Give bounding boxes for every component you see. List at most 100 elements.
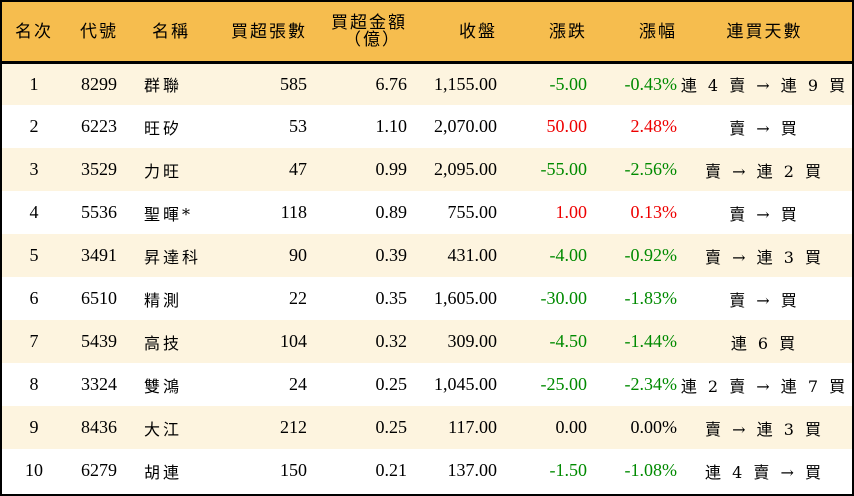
close-cell: 1,605.00 <box>434 288 497 308</box>
header-consecutive-buy-days: 連買天數 <box>677 2 852 64</box>
header-net-buy-lots: 買超張數 <box>210 2 307 64</box>
net-buy-amount-cell: 0.32 <box>375 331 408 351</box>
change-pct-cell: -1.08% <box>624 460 678 480</box>
change-cell: -4.00 <box>549 245 588 265</box>
header-net-buy-amount-line2: （億） <box>344 30 401 50</box>
name-cell: 精測 <box>144 290 183 310</box>
consecutive-buy-days-cell: 賣 → 買 <box>729 118 800 138</box>
net-buy-amount-cell: 0.89 <box>375 202 408 222</box>
rank-cell: 7 <box>29 331 39 351</box>
name-cell: 胡連 <box>144 462 183 482</box>
change-cell: 50.00 <box>546 116 588 136</box>
rank-cell: 4 <box>29 202 39 222</box>
header-net-buy-amount-line1: 買超金額 <box>331 13 407 33</box>
change-cell: -25.00 <box>540 374 588 394</box>
net-buy-amount-cell: 0.21 <box>375 460 408 480</box>
change-cell: -1.50 <box>549 460 588 480</box>
code-cell: 3491 <box>81 245 117 265</box>
table-body: 1 8299 群聯 585 6.76 1,155.00 -5.00 -0.43%… <box>2 62 852 492</box>
consecutive-buy-days-cell: 連 2 賣 → 連 7 買 <box>680 376 849 396</box>
change-pct-cell: -2.56% <box>624 159 678 179</box>
code-cell: 6510 <box>81 288 117 308</box>
code-cell: 5439 <box>81 331 117 351</box>
name-cell: 大江 <box>144 419 183 439</box>
rank-cell: 1 <box>29 73 39 94</box>
name-cell: 高技 <box>144 333 183 353</box>
name-cell: 雙鴻 <box>144 376 183 396</box>
table-row: 2 6223 旺矽 53 1.10 2,070.00 50.00 2.48% 賣… <box>2 105 852 148</box>
consecutive-buy-days-cell: 連 6 買 <box>730 333 799 353</box>
net-buy-amount-cell: 6.76 <box>375 73 408 94</box>
change-cell: -4.50 <box>549 331 588 351</box>
name-cell: 力旺 <box>144 161 183 181</box>
rank-cell: 3 <box>29 159 39 179</box>
rank-cell: 5 <box>29 245 39 265</box>
change-pct-cell: 0.13% <box>630 202 678 222</box>
table-row: 7 5439 高技 104 0.32 309.00 -4.50 -1.44% 連… <box>2 320 852 363</box>
name-cell: 昇達科 <box>144 247 202 267</box>
rank-cell: 10 <box>25 460 43 480</box>
change-cell: 0.00 <box>555 417 588 437</box>
net-buy-lots-cell: 118 <box>280 202 307 222</box>
close-cell: 2,095.00 <box>434 159 497 179</box>
table-row: 3 3529 力旺 47 0.99 2,095.00 -55.00 -2.56%… <box>2 148 852 191</box>
change-cell: 1.00 <box>555 202 588 222</box>
close-cell: 431.00 <box>447 245 498 265</box>
net-buy-amount-cell: 1.10 <box>375 116 408 136</box>
table-row: 9 8436 大江 212 0.25 117.00 0.00 0.00% 賣 →… <box>2 406 852 449</box>
close-cell: 1,155.00 <box>434 73 497 94</box>
close-cell: 117.00 <box>448 417 497 437</box>
consecutive-buy-days-cell: 賣 → 買 <box>729 290 800 310</box>
consecutive-buy-days-cell: 賣 → 連 2 買 <box>705 161 824 181</box>
change-pct-cell: 0.00% <box>630 417 678 437</box>
table-row: 1 8299 群聯 585 6.76 1,155.00 -5.00 -0.43%… <box>2 62 852 105</box>
change-cell: -30.00 <box>540 288 588 308</box>
code-cell: 5536 <box>81 202 117 222</box>
header-net-buy-amount: 買超金額 （億） <box>307 2 407 64</box>
name-cell: 聖暉* <box>144 204 194 224</box>
header-rank: 名次 <box>2 2 66 64</box>
rank-cell: 2 <box>29 116 39 136</box>
net-buy-lots-cell: 53 <box>289 116 307 136</box>
net-buy-lots-cell: 22 <box>289 288 307 308</box>
table-header-row: 名次 代號 名稱 買超張數 買超金額 （億） 收盤 漲跌 漲幅 連買天數 <box>2 2 852 64</box>
code-cell: 6279 <box>81 460 117 480</box>
net-buy-lots-cell: 47 <box>289 159 307 179</box>
change-pct-cell: 2.48% <box>630 116 678 136</box>
code-cell: 8299 <box>81 73 117 94</box>
consecutive-buy-days-cell: 連 4 賣 → 連 9 買 <box>680 76 849 96</box>
header-name: 名稱 <box>132 2 210 64</box>
change-pct-cell: -2.34% <box>624 374 678 394</box>
consecutive-buy-days-cell: 賣 → 連 3 買 <box>705 419 824 439</box>
net-buy-amount-cell: 0.25 <box>375 374 408 394</box>
change-pct-cell: -1.44% <box>624 331 678 351</box>
rank-cell: 9 <box>29 417 39 437</box>
net-buy-lots-cell: 90 <box>289 245 307 265</box>
net-buy-lots-cell: 212 <box>280 417 307 437</box>
net-buy-amount-cell: 0.35 <box>375 288 408 308</box>
change-pct-cell: -0.92% <box>624 245 678 265</box>
change-cell: -5.00 <box>549 73 588 94</box>
table-row: 10 6279 胡連 150 0.21 137.00 -1.50 -1.08% … <box>2 449 852 492</box>
net-buy-lots-cell: 24 <box>289 374 307 394</box>
rank-cell: 8 <box>29 374 39 394</box>
table-row: 5 3491 昇達科 90 0.39 431.00 -4.00 -0.92% 賣… <box>2 234 852 277</box>
net-buy-amount-cell: 0.39 <box>375 245 408 265</box>
change-pct-cell: -0.43% <box>624 73 678 94</box>
name-cell: 旺矽 <box>144 118 183 138</box>
close-cell: 1,045.00 <box>434 374 497 394</box>
header-close: 收盤 <box>407 2 497 64</box>
change-cell: -55.00 <box>540 159 588 179</box>
header-change: 漲跌 <box>497 2 587 64</box>
consecutive-buy-days-cell: 賣 → 買 <box>729 204 800 224</box>
code-cell: 3324 <box>81 374 117 394</box>
close-cell: 137.00 <box>447 460 498 480</box>
net-buy-amount-cell: 0.25 <box>375 417 408 437</box>
change-pct-cell: -1.83% <box>624 288 678 308</box>
table-row: 4 5536 聖暉* 118 0.89 755.00 1.00 0.13% 賣 … <box>2 191 852 234</box>
close-cell: 309.00 <box>447 331 498 351</box>
header-code: 代號 <box>66 2 132 64</box>
name-cell: 群聯 <box>144 76 183 96</box>
code-cell: 3529 <box>81 159 117 179</box>
